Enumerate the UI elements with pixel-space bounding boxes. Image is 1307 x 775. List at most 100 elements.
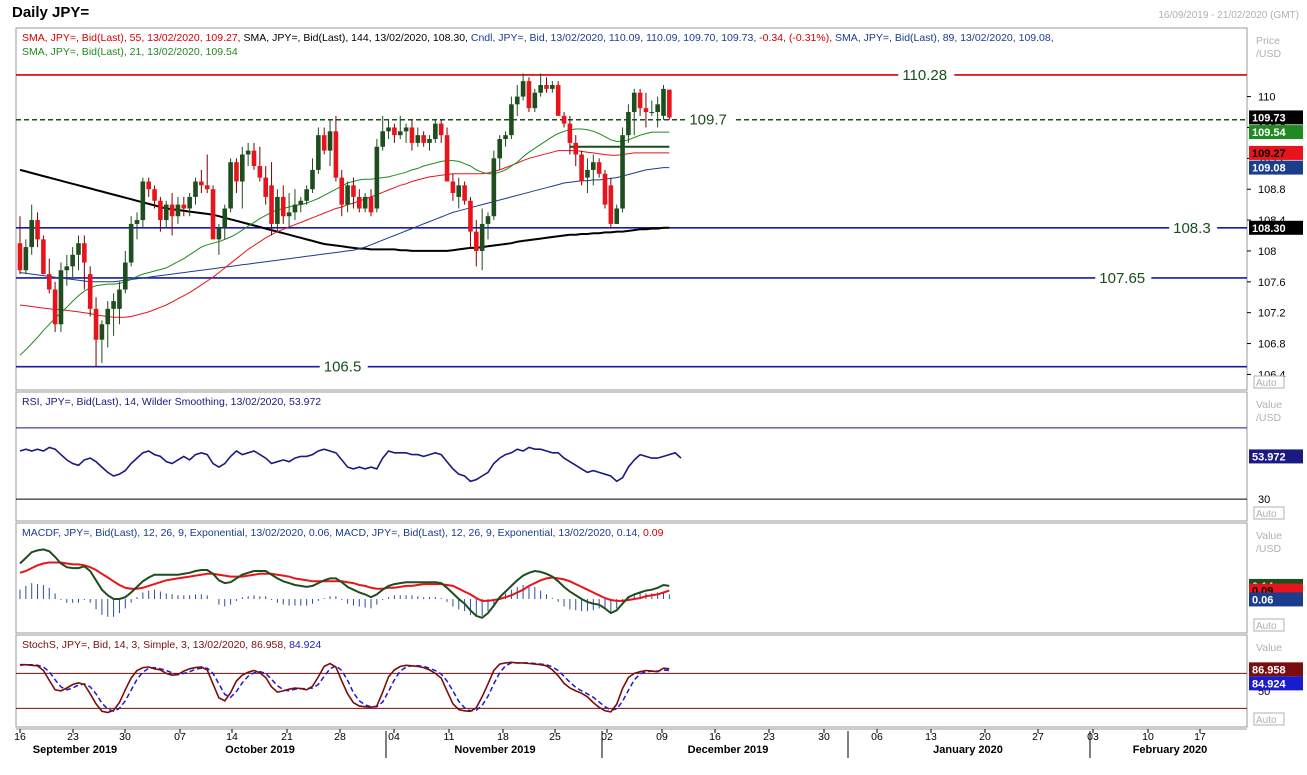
- sma89-line: [19, 167, 670, 283]
- month-label: October 2019: [225, 744, 295, 756]
- candle-body: [327, 131, 333, 151]
- axis-title: /USD: [1256, 543, 1282, 555]
- level-label: 106.5: [324, 359, 362, 376]
- day-tick-label: 04: [388, 731, 400, 743]
- candle-body: [210, 189, 216, 240]
- candle-body: [269, 185, 274, 224]
- candle-body: [362, 196, 368, 209]
- rsi-value-tag-bg: [1249, 449, 1303, 464]
- candle-body: [64, 266, 70, 271]
- legend-entry: SMA, JPY=, Bid(Last), 21, 13/02/2020, 10…: [22, 46, 238, 58]
- price-tag: 109.54: [1252, 127, 1287, 139]
- price-tag-bg: [1249, 110, 1303, 125]
- legend-entry: StochS, JPY=, Bid, 14, 3, Simple, 3, 13/…: [22, 639, 289, 651]
- panel-frame-1: [15, 391, 1248, 522]
- candle-body: [234, 162, 239, 182]
- month-label: January 2020: [933, 744, 1003, 756]
- day-tick-label: 30: [818, 731, 830, 743]
- candle-body: [251, 150, 257, 167]
- candle-body: [41, 239, 46, 275]
- legend-entry: SMA, JPY=, Bid(Last), 144, 13/02/2020, 1…: [244, 32, 471, 44]
- candle-body: [561, 115, 567, 124]
- axis-title: /USD: [1256, 412, 1282, 424]
- stoch-panel: StochS, JPY=, Bid, 14, 3, Simple, 3, 13/…: [16, 639, 1303, 726]
- candle-body: [140, 181, 146, 221]
- level-label-bg: [898, 65, 955, 83]
- candle-body: [397, 131, 403, 136]
- candle-body: [82, 243, 87, 263]
- day-tick-label: 23: [763, 731, 775, 743]
- panel-frame-2: [15, 522, 1248, 634]
- sma21-line: [19, 128, 670, 356]
- legend-text: RSI, JPY=, Bid(Last), 14, Wilder Smoothi…: [22, 396, 321, 408]
- candle-body: [23, 247, 29, 271]
- level-label-bg: [1169, 218, 1218, 236]
- candle-body: [573, 142, 579, 155]
- candle-body: [199, 181, 204, 186]
- level-label: 108.3: [1173, 220, 1211, 237]
- day-tick-label: 03: [1087, 731, 1099, 743]
- sma144-line: [19, 168, 670, 252]
- candle-body: [386, 127, 391, 132]
- price-tag: 109.27: [1252, 148, 1286, 160]
- day-tick-label: 25: [549, 731, 561, 743]
- candle-body: [292, 204, 298, 213]
- candle-body: [620, 135, 625, 209]
- price-tag-bg: [1249, 160, 1303, 175]
- stoch-d-tag-bg: [1249, 676, 1303, 691]
- auto-scale-button: [1253, 506, 1285, 520]
- day-tick-label: 13: [925, 731, 937, 743]
- macd-line: [19, 548, 670, 619]
- candle-body: [52, 289, 58, 325]
- candle-body: [169, 204, 175, 217]
- candle-body: [509, 104, 514, 136]
- candle-body: [602, 173, 608, 205]
- date-range-label: 16/09/2019 - 21/02/2020 (GMT): [1158, 10, 1299, 21]
- candle-body: [550, 85, 555, 89]
- month-label: September 2019: [33, 744, 117, 756]
- candle-body: [591, 162, 596, 170]
- candle-body: [380, 131, 385, 147]
- candle-body: [392, 127, 397, 136]
- month-label: November 2019: [454, 744, 535, 756]
- auto-scale-label: Auto: [1256, 509, 1277, 520]
- candle-body: [614, 208, 619, 224]
- rsi-value-tag: 53.972: [1252, 451, 1286, 463]
- legend-text: SMA, JPY=, Bid(Last), 55, 13/02/2020, 10…: [22, 32, 1054, 44]
- legend-entry: MACD, JPY=, Bid(Last), 12, 26, 9, Expone…: [335, 527, 643, 539]
- price-tag: 109.08: [1252, 163, 1286, 175]
- axis-title: /USD: [1256, 48, 1282, 60]
- panel-frame-0: [15, 27, 1248, 391]
- axis-title: Value: [1256, 399, 1282, 411]
- panel-frames: [15, 27, 1248, 730]
- axis-title: Value: [1256, 642, 1282, 654]
- candle-body: [76, 243, 81, 255]
- candle-body: [649, 112, 655, 114]
- candle-body: [263, 177, 268, 197]
- day-tick-label: 16: [14, 731, 26, 743]
- candle-body: [655, 104, 660, 113]
- day-tick-label: 28: [334, 731, 346, 743]
- level-label: 109.7: [689, 112, 727, 129]
- candle-body: [596, 162, 602, 174]
- day-tick-label: 10: [1142, 731, 1154, 743]
- axis-title: Price: [1256, 35, 1280, 47]
- price-tick-label: 108.8: [1258, 184, 1286, 196]
- candle-body: [438, 123, 444, 136]
- level-label-bg: [1095, 268, 1152, 286]
- candle-body: [456, 185, 462, 197]
- candle-body: [345, 185, 350, 205]
- candle-body: [222, 208, 228, 228]
- candle-body: [134, 220, 140, 224]
- candle-body: [17, 243, 23, 271]
- price-tag: 108.30: [1252, 223, 1286, 235]
- candle-body: [286, 212, 292, 217]
- auto-scale-button: [1253, 712, 1285, 726]
- candle-body: [304, 189, 309, 201]
- candle-body: [637, 92, 643, 109]
- candle-body: [275, 196, 280, 224]
- candle-body: [555, 85, 561, 116]
- price-tick-label: 107.2: [1258, 308, 1286, 320]
- candle-body: [321, 135, 327, 151]
